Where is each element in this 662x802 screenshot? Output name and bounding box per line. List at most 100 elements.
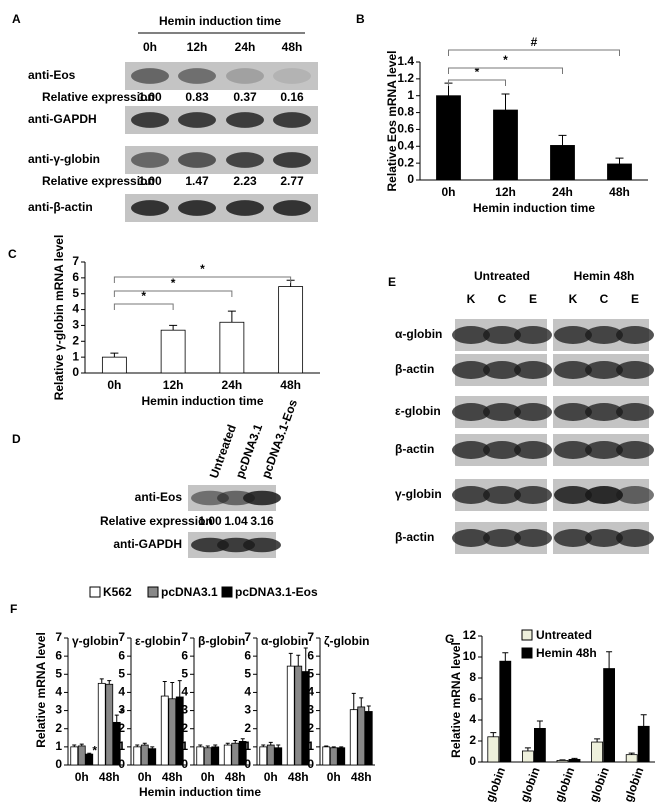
blot-band — [131, 152, 169, 168]
blot-band — [616, 403, 654, 421]
bar — [101, 356, 127, 374]
row-label: γ-globin — [395, 487, 442, 501]
bar — [568, 758, 581, 763]
y-tick-label: 0 — [244, 757, 251, 771]
blot-band — [191, 490, 229, 506]
error-bar — [170, 681, 175, 699]
annotation: * — [200, 262, 205, 276]
panel-letter: G — [445, 632, 454, 646]
lane-label: 48h — [282, 40, 303, 54]
significance-bracket — [448, 49, 620, 56]
y-tick-label: 2 — [181, 721, 188, 735]
bar — [357, 706, 366, 766]
y-tick-label: 12 — [463, 628, 477, 642]
error-bar — [324, 745, 329, 747]
x-tick-label: 0h — [327, 770, 341, 784]
x-tick-label: 24h — [222, 378, 243, 392]
y-tick-label: 0 — [72, 365, 79, 379]
bar — [219, 321, 245, 374]
y-tick-label: 5 — [72, 286, 79, 300]
error-bar — [524, 747, 531, 751]
x-tick-label: 48h — [99, 770, 120, 784]
error-bar — [288, 652, 293, 667]
x-tick-label: 48h — [162, 770, 183, 784]
row-label: ε-globin — [395, 404, 441, 418]
y-tick-label: 7 — [244, 630, 251, 644]
error-bar — [114, 714, 119, 723]
y-tick-label: 4 — [181, 685, 188, 699]
blot-band — [616, 361, 654, 379]
error-bar — [162, 681, 167, 697]
y-axis-title: Relative mRNA level — [449, 642, 463, 758]
legend-swatch — [89, 586, 101, 598]
y-tick-label: 1 — [307, 739, 314, 753]
group-label: Hemin 48h — [574, 269, 635, 283]
blot-band — [585, 403, 623, 421]
y-axis-title: Relative Eos mRNA level — [385, 51, 399, 192]
y-tick-label: 3 — [244, 703, 251, 717]
lane-label: E — [529, 292, 537, 306]
y-axis-title: Relative γ-globin mRNA level — [52, 235, 66, 401]
y-tick-label: 3 — [72, 318, 79, 332]
blot-band — [452, 486, 490, 504]
subplot-title: ε-globin — [135, 634, 181, 648]
subplot-title: α-globin — [261, 634, 308, 648]
annotation: * — [503, 53, 508, 67]
x-tick-label: 48h — [351, 770, 372, 784]
x-tick-label: 0h — [201, 770, 215, 784]
error-bar — [225, 742, 230, 746]
blot-band — [585, 361, 623, 379]
blot-band — [616, 441, 654, 459]
error-bar — [135, 744, 140, 747]
group-label: Untreated — [474, 269, 530, 283]
bar — [97, 682, 106, 766]
x-tick-label: γ-globin — [479, 765, 508, 802]
blot-band — [273, 112, 311, 128]
significance-bracket — [448, 67, 563, 74]
annotation: * — [141, 289, 146, 303]
row-label: β-actin — [395, 362, 434, 376]
lane-label: pcDNA3.1-Eos — [259, 397, 301, 480]
y-tick-label: 7 — [72, 254, 79, 268]
y-tick-label: 6 — [118, 648, 125, 662]
y-tick-label: 0 — [118, 757, 125, 771]
relative-value: 3.16 — [250, 514, 274, 528]
error-bar — [501, 93, 510, 111]
lane-label: K — [467, 292, 476, 306]
x-tick-label: 12h — [163, 378, 184, 392]
significance-bracket — [113, 276, 292, 283]
error-bar — [359, 697, 364, 707]
bar — [294, 665, 303, 766]
lane-label: 12h — [187, 40, 208, 54]
significance-bracket — [448, 79, 506, 86]
error-bar — [142, 742, 147, 746]
row-label: anti-GAPDH — [113, 537, 182, 551]
x-tick-label: β-globin — [548, 765, 577, 802]
error-bar — [205, 745, 210, 748]
bar — [493, 109, 518, 181]
bar — [329, 747, 338, 766]
y-tick-label: 4 — [244, 685, 251, 699]
lane-label: K — [569, 292, 578, 306]
y-tick-label: 7 — [118, 630, 125, 644]
legend-swatch — [521, 629, 533, 641]
x-axis-title: Hemin induction time — [139, 785, 261, 799]
y-tick-label: 0 — [55, 757, 62, 771]
panel-letter: F — [10, 602, 17, 616]
y-tick-label: 7 — [181, 630, 188, 644]
error-bar — [198, 744, 203, 747]
bar — [522, 750, 534, 763]
blot-band — [483, 441, 521, 459]
blot-band — [554, 529, 592, 547]
x-tick-label: 48h — [280, 378, 301, 392]
error-bar — [99, 678, 104, 684]
bar — [168, 698, 177, 766]
y-tick-label: 1.4 — [397, 54, 414, 68]
relative-value: 1.04 — [224, 514, 248, 528]
y-tick-label: 1 — [407, 88, 414, 102]
blot-band — [131, 68, 169, 84]
y-tick-label: 4 — [118, 685, 125, 699]
y-tick-label: 0.2 — [397, 155, 414, 169]
bar — [286, 665, 295, 766]
relative-value: 0.16 — [280, 90, 304, 104]
